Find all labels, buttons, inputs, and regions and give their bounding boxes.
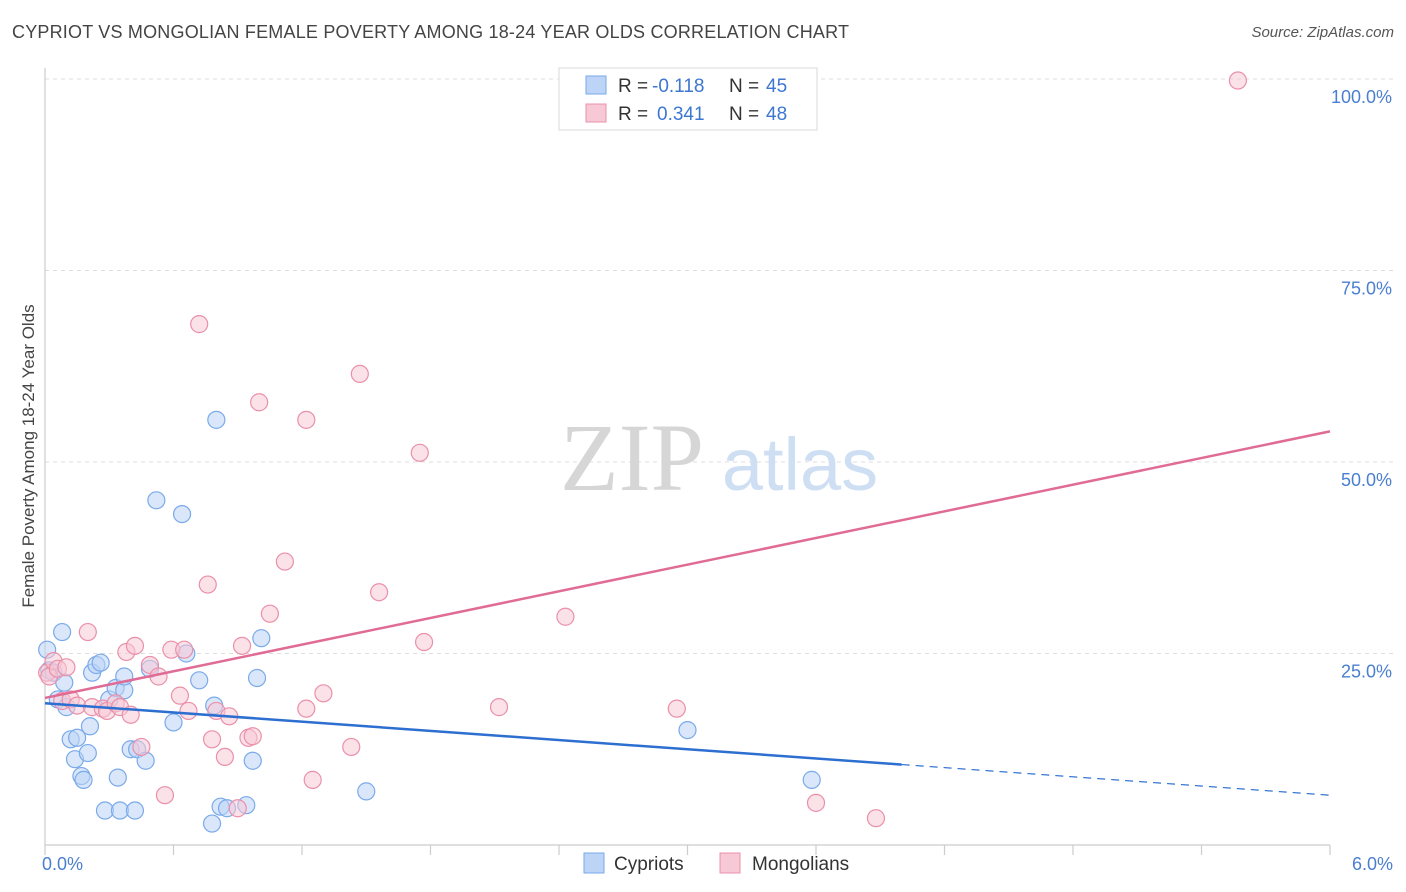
- data-point-mongolians: [179, 701, 198, 721]
- trend-lines: [44, 430, 1331, 796]
- x-tick-label-max: 6.0%: [1352, 854, 1393, 874]
- data-point-cypriots: [78, 743, 97, 763]
- data-point-cypriots: [190, 671, 209, 690]
- y-tick-label: 100.0%: [1331, 87, 1392, 107]
- data-point-mongolians: [275, 552, 294, 571]
- series-legend: Cypriots Mongolians: [583, 852, 849, 875]
- data-point-mongolians: [228, 799, 247, 818]
- legend-label-mongolians[interactable]: Mongolians: [752, 854, 849, 875]
- stats-n-label-mongolians: N =: [729, 104, 759, 125]
- grid-lines: [45, 78, 1395, 654]
- stats-r-label-cypriots: R =: [618, 76, 648, 97]
- data-point-mongolians: [303, 770, 322, 789]
- data-point-cypriots: [164, 713, 183, 732]
- data-point-mongolians: [190, 315, 209, 334]
- data-point-mongolians: [198, 575, 217, 594]
- data-point-mongolians: [866, 809, 886, 828]
- data-point-mongolians: [410, 443, 429, 462]
- data-point-mongolians: [243, 727, 262, 746]
- data-point-mongolians: [556, 607, 575, 626]
- data-point-cypriots: [108, 768, 127, 787]
- trend-line-extension-cypriots: [901, 763, 1331, 796]
- data-point-cypriots: [172, 504, 192, 524]
- data-point-cypriots: [80, 717, 100, 736]
- data-point-mongolians: [250, 393, 269, 412]
- watermark: ZIP atlas: [560, 404, 878, 511]
- trend-line-mongolians: [44, 430, 1331, 700]
- data-point-mongolians: [297, 410, 316, 429]
- data-point-cypriots: [147, 491, 166, 510]
- data-point-mongolians: [57, 658, 76, 677]
- data-point-cypriots: [357, 782, 376, 801]
- data-point-mongolians: [215, 747, 234, 767]
- stats-swatch-mongolians: [585, 103, 607, 123]
- data-point-cypriots: [125, 801, 145, 820]
- data-point-mongolians: [202, 730, 222, 749]
- chart-title: CYPRIOT VS MONGOLIAN FEMALE POVERTY AMON…: [12, 22, 850, 42]
- data-point-mongolians: [489, 698, 509, 717]
- legend-swatch-mongolians[interactable]: [719, 852, 741, 874]
- data-point-cypriots: [252, 629, 271, 648]
- watermark-atlas: atlas: [722, 423, 878, 506]
- data-point-mongolians: [260, 604, 279, 623]
- data-point-mongolians: [132, 737, 151, 757]
- data-point-mongolians: [350, 364, 369, 384]
- stats-r-value-mongolians: 0.341: [657, 104, 705, 125]
- stats-n-value-cypriots: 45: [766, 76, 787, 97]
- stats-n-value-mongolians: 48: [766, 104, 787, 125]
- data-point-cypriots: [91, 653, 110, 672]
- data-point-cypriots: [74, 770, 93, 789]
- axes: [44, 68, 1331, 855]
- data-point-mongolians: [667, 699, 686, 718]
- data-point-cypriots: [247, 668, 267, 688]
- data-point-mongolians: [232, 636, 252, 655]
- legend-swatch-cypriots[interactable]: [583, 852, 605, 874]
- data-point-mongolians: [78, 622, 97, 642]
- data-point-cypriots: [68, 728, 87, 747]
- x-tick-labels: 0.0% 6.0%: [42, 854, 1393, 874]
- y-tick-label: 50.0%: [1341, 470, 1392, 490]
- y-tick-labels: 25.0% 50.0% 75.0% 100.0%: [1331, 87, 1392, 682]
- watermark-zip: ZIP: [560, 404, 704, 511]
- stats-legend: R = -0.118 N = 45 R = 0.341 N = 48: [558, 67, 818, 131]
- stats-r-label-mongolians: R =: [618, 104, 648, 125]
- series-mongolians: [38, 71, 1248, 828]
- stats-swatch-cypriots: [585, 75, 607, 95]
- stats-r-value-cypriots: -0.118: [652, 76, 704, 97]
- source-credit: Source: ZipAtlas.com: [1251, 24, 1394, 41]
- data-point-cypriots: [802, 770, 821, 789]
- data-point-mongolians: [414, 632, 434, 652]
- data-point-cypriots: [243, 751, 262, 770]
- data-point-cypriots: [678, 720, 697, 740]
- data-point-mongolians: [314, 684, 333, 703]
- x-tick-label-min: 0.0%: [42, 854, 83, 874]
- data-point-mongolians: [175, 640, 194, 659]
- data-point-cypriots: [202, 814, 222, 833]
- y-axis-label: Female Poverty Among 18-24 Year Olds: [19, 304, 38, 607]
- data-point-cypriots: [53, 622, 72, 642]
- y-tick-label: 75.0%: [1341, 279, 1392, 299]
- data-point-mongolians: [342, 737, 361, 757]
- data-point-mongolians: [125, 636, 145, 655]
- data-point-mongolians: [806, 793, 826, 812]
- data-point-mongolians: [297, 699, 316, 718]
- data-point-mongolians: [170, 686, 190, 705]
- trend-line-cypriots: [44, 702, 902, 766]
- data-point-mongolians: [370, 583, 389, 602]
- stats-n-label-cypriots: N =: [729, 76, 759, 97]
- data-point-mongolians: [155, 786, 175, 805]
- y-tick-label: 25.0%: [1341, 662, 1392, 682]
- legend-label-cypriots[interactable]: Cypriots: [614, 854, 684, 875]
- data-point-mongolians: [1228, 71, 1248, 90]
- series-layer: [38, 71, 1248, 833]
- data-point-cypriots: [207, 410, 226, 429]
